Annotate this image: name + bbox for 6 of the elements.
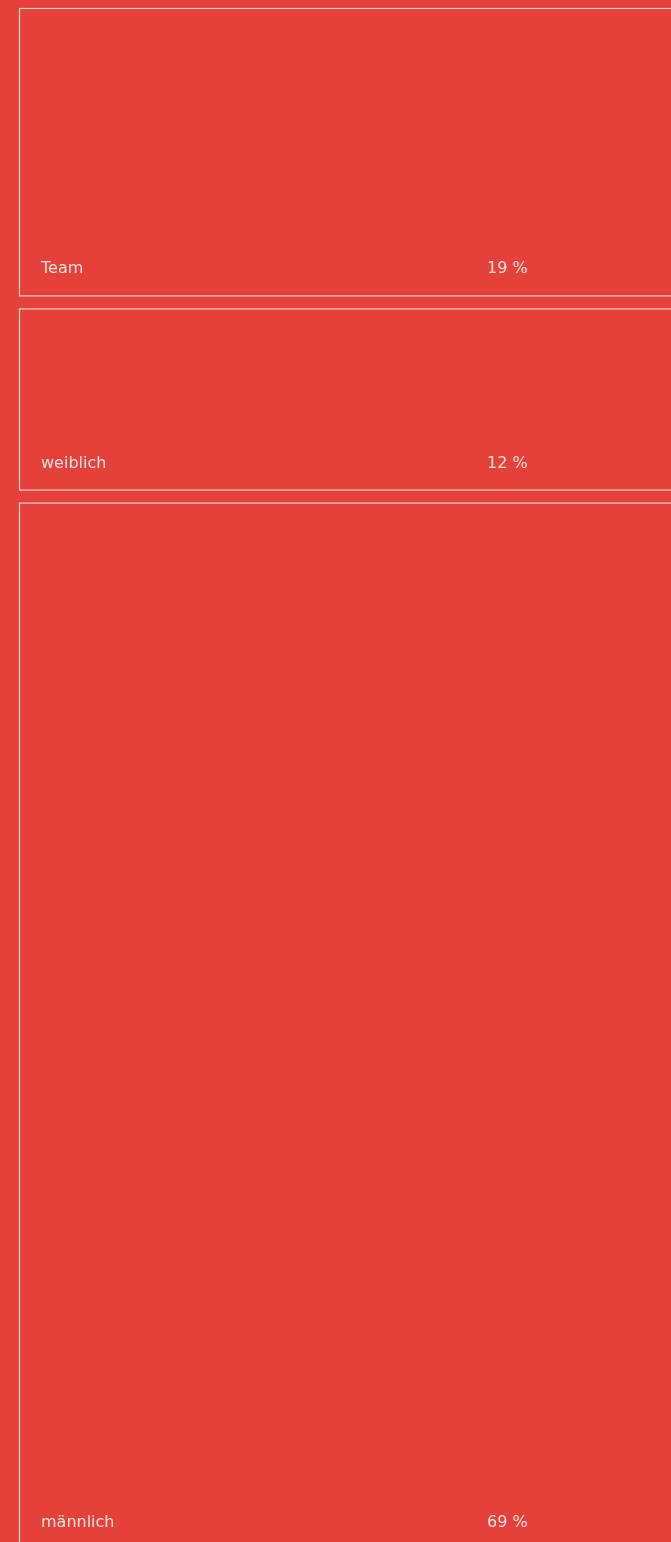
category-label: weiblich	[41, 452, 107, 472]
category-label: Team	[40, 258, 84, 278]
category-label: männlich	[41, 1512, 115, 1531]
data-label: 19 %	[487, 258, 528, 278]
data-label: 12 %	[487, 452, 528, 472]
data-label: 69 %	[487, 1512, 528, 1531]
